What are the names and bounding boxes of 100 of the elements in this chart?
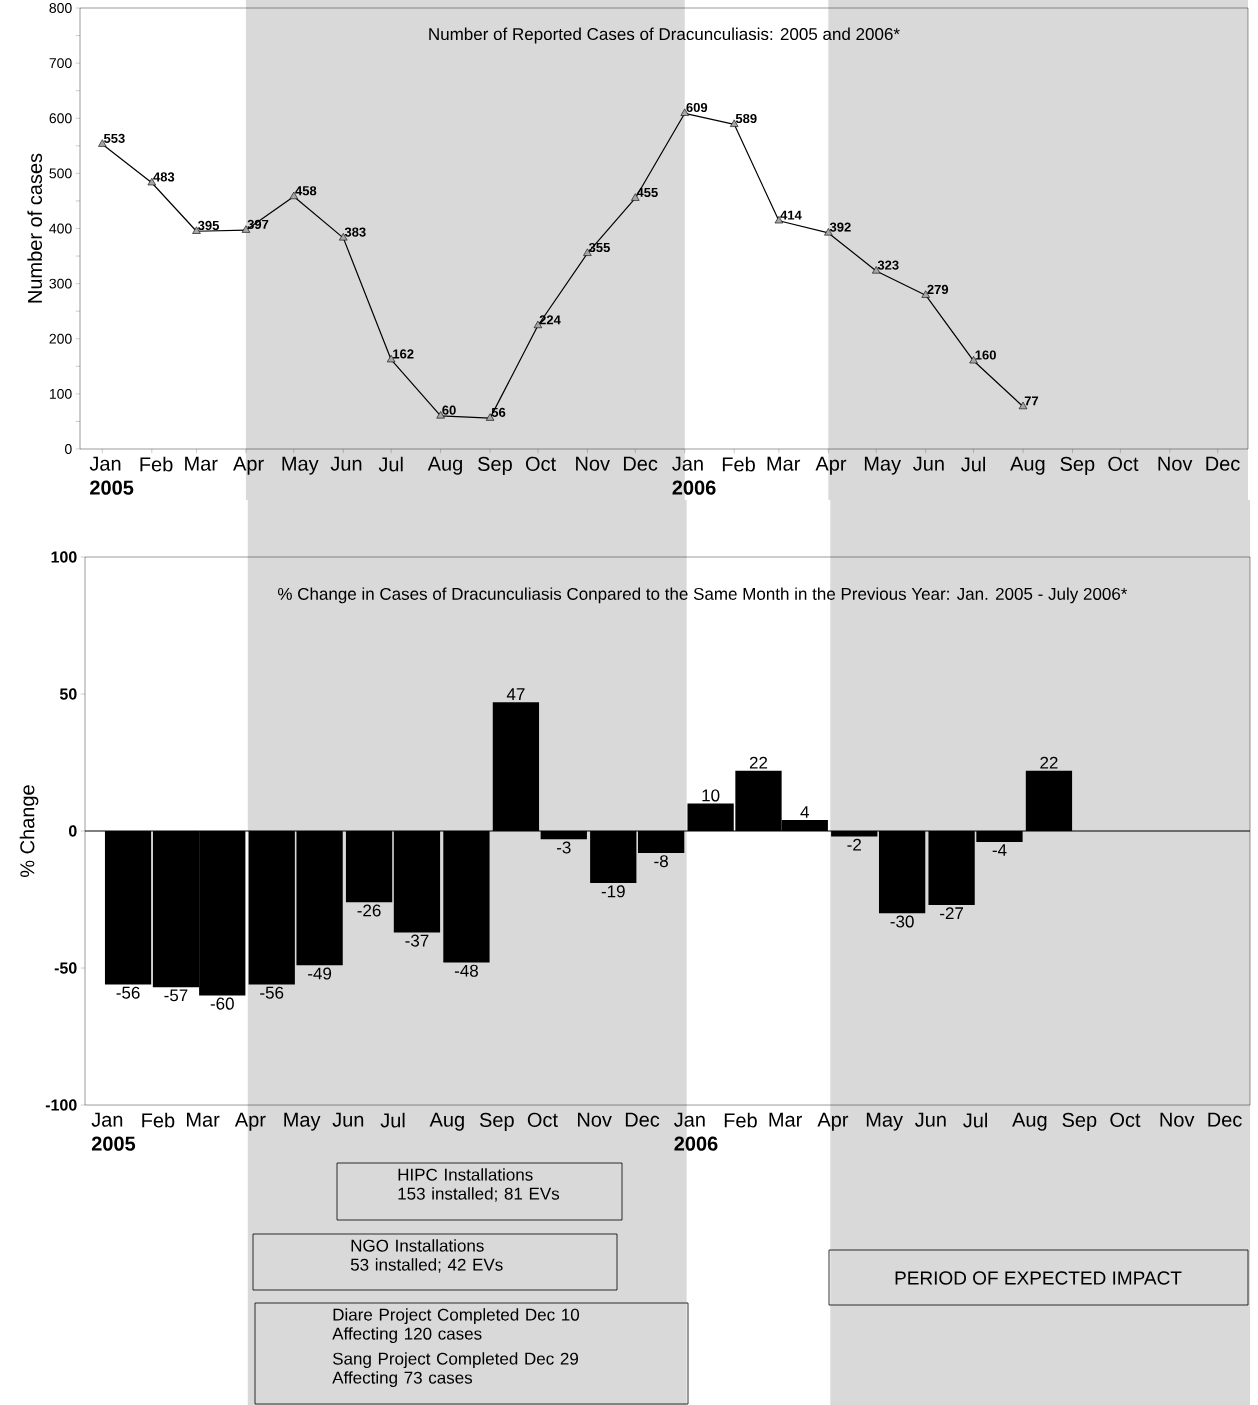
data-label: 458 — [295, 186, 317, 196]
x-tick-label: Nov — [1158, 456, 1193, 471]
x-tick-label: Oct — [527, 1112, 558, 1127]
x-tick-label: May — [284, 1112, 321, 1131]
data-label: 22 — [1040, 756, 1058, 769]
x-tick-label: Jul — [378, 456, 403, 472]
x-tick-label: Jun — [913, 456, 944, 471]
text: PERIOD OF EXPECTED IMPACT — [895, 1271, 1182, 1285]
x-tick-label: Jul — [380, 1112, 405, 1128]
data-label: 383 — [344, 227, 366, 237]
y-tick-label: 200 — [49, 333, 72, 344]
x-tick-label: Jul — [961, 456, 986, 472]
x-tick-label: Apr — [234, 1112, 266, 1131]
text: NGO Installations 53 installed; 42 EVs — [350, 1239, 503, 1273]
data-label: 47 — [506, 688, 525, 701]
data-label: 553 — [103, 133, 125, 143]
x-tick-label: Dec — [1206, 456, 1240, 471]
x-tick-label: Mar — [187, 1112, 220, 1127]
data-label: 22 — [749, 756, 768, 769]
x-tick-label: Aug — [1012, 1112, 1047, 1131]
y-tick-label: 100 — [49, 388, 72, 399]
x-tick-label: Oct — [525, 456, 556, 471]
y-tick-label: 500 — [49, 168, 72, 179]
data-label: -57 — [164, 989, 188, 1002]
x-tick-label: Sep — [479, 1112, 514, 1131]
y-tick-label: -50 — [54, 962, 77, 974]
data-label: 323 — [877, 260, 899, 270]
x-tick-label: Feb — [724, 1112, 757, 1128]
y-tick-label: 400 — [49, 223, 72, 234]
x-tick-label: Nov — [1160, 1112, 1195, 1127]
y-tick-label: 600 — [49, 113, 72, 124]
x-tick-label: Sep — [478, 456, 512, 475]
data-label: 162 — [393, 349, 414, 359]
data-label: -26 — [357, 904, 381, 917]
data-label: -60 — [210, 997, 234, 1010]
y-tick-label: 700 — [49, 58, 72, 69]
x-tick-label: Aug — [1010, 456, 1045, 475]
y-tick-label: 100 — [51, 551, 77, 563]
data-label: 77 — [1024, 396, 1039, 406]
text: % Change in Cases of Dracunculiasis Conpared to the Same Month in the Previous Year: Jan. 2005 - July 2006* — [277, 587, 1128, 604]
y-axis-title: % Change — [19, 785, 39, 877]
data-label: -30 — [890, 915, 914, 928]
y-tick-label: -100 — [45, 1099, 77, 1111]
y-tick-label: 50 — [59, 688, 77, 700]
data-label: -4 — [992, 844, 1007, 856]
x-tick-label: Oct — [1110, 1112, 1141, 1127]
y-axis-title: Number of cases — [27, 153, 43, 303]
data-label: 160 — [975, 350, 996, 360]
data-label: -56 — [260, 986, 284, 999]
data-label: -27 — [940, 907, 964, 920]
x-tick-label: Mar — [185, 456, 218, 471]
x-tick-label: Mar — [769, 1112, 802, 1127]
text: HIPC Installations 153 installed; 81 EVs — [398, 1168, 560, 1202]
x-tick-label: Dec — [1208, 1112, 1242, 1127]
data-label: 4 — [800, 806, 809, 818]
y-tick-label: 800 — [49, 3, 72, 13]
x-tick-label: Nov — [576, 456, 610, 471]
x-tick-label: Oct — [1108, 456, 1139, 471]
data-label: -56 — [116, 986, 140, 999]
x-tick-label: Mar — [767, 456, 801, 471]
data-label: -3 — [556, 841, 571, 854]
x-tick-label: Apr — [233, 456, 264, 475]
y-tick-label: 0 — [68, 825, 77, 837]
x-tick-label: Aug — [427, 456, 462, 475]
x-tick-label: Sep — [1062, 1112, 1097, 1131]
x-tick-label: Feb — [142, 1112, 175, 1128]
y-tick-label: 300 — [49, 278, 72, 289]
text: Diare Project Completed Dec 10 Affecting 120 cases — [332, 1308, 580, 1344]
data-label: 60 — [442, 405, 456, 415]
data-label: -49 — [308, 967, 332, 980]
x-tick-label: Apr — [815, 456, 847, 475]
x-tick-label: Dec — [623, 456, 658, 471]
x-tick-label: Feb — [722, 456, 755, 472]
data-label: -2 — [847, 838, 861, 851]
y-tick-label: 0 — [64, 444, 72, 454]
data-label: 609 — [686, 102, 708, 113]
data-label: 589 — [735, 113, 757, 124]
x-tick-label: Jan 2005 — [89, 456, 134, 495]
x-tick-label: Nov — [578, 1112, 612, 1127]
x-tick-label: Jul — [963, 1112, 987, 1128]
x-tick-label: Feb — [140, 456, 173, 472]
data-label: 483 — [153, 172, 175, 182]
x-tick-label: Jun — [330, 456, 362, 471]
x-tick-label: Dec — [625, 1112, 660, 1127]
x-tick-label: May — [864, 456, 902, 475]
data-label: -19 — [601, 885, 625, 898]
x-tick-label: Sep — [1060, 456, 1095, 475]
x-tick-label: Jan 2006 — [674, 1112, 718, 1151]
data-label: -8 — [654, 855, 668, 868]
x-tick-label: Jun — [915, 1112, 946, 1127]
data-label: -48 — [454, 964, 478, 977]
data-label: 279 — [927, 284, 949, 295]
x-tick-label: Jun — [332, 1112, 364, 1127]
x-tick-label: May — [866, 1112, 903, 1131]
x-tick-label: Aug — [429, 1112, 464, 1131]
data-label: -37 — [405, 934, 429, 947]
data-label: 10 — [702, 789, 720, 802]
text: Number of Reported Cases of Dracunculiasis: 2005 and 2006* — [429, 27, 900, 44]
x-tick-label: Jan 2006 — [672, 456, 716, 495]
x-tick-label: Jan 2005 — [91, 1112, 136, 1151]
